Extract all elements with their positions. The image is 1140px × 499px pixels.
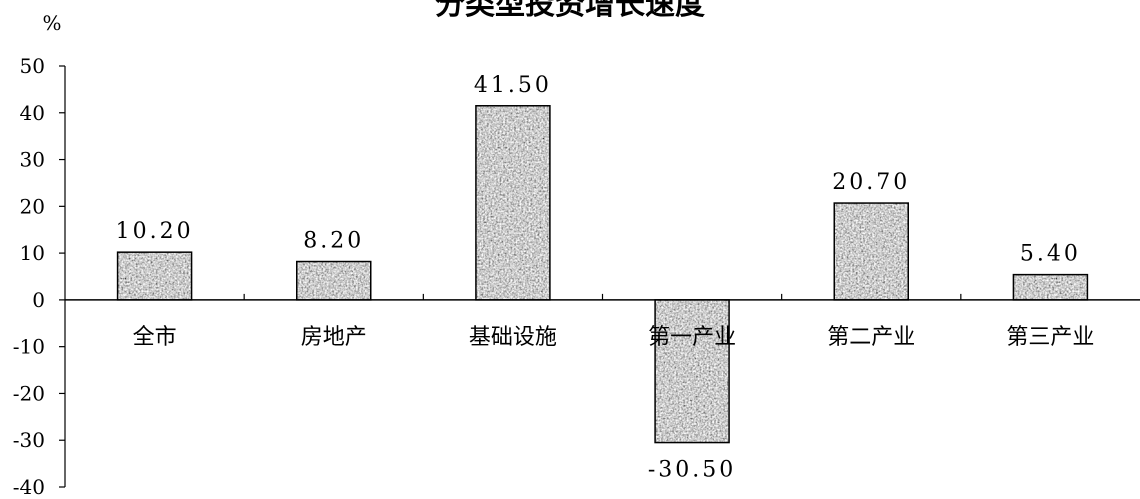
category-label: 房地产 xyxy=(301,325,367,350)
y-tick-label: 20 xyxy=(20,194,45,218)
data-label: -30.50 xyxy=(648,458,736,483)
y-tick-label: 40 xyxy=(20,101,45,125)
bar-3 xyxy=(475,105,551,301)
y-tick-label: -10 xyxy=(13,335,45,359)
bar-4 xyxy=(654,299,730,444)
category-label: 全市 xyxy=(133,325,177,350)
chart-title: 分类型投资增长速度 xyxy=(435,0,705,22)
category-label: 基础设施 xyxy=(469,325,557,350)
category-label: 第三产业 xyxy=(1006,325,1094,350)
category-label: 第一产业 xyxy=(648,325,736,350)
bar-fill xyxy=(117,252,192,300)
y-tick-label: -40 xyxy=(13,475,45,499)
bar-1 xyxy=(116,251,193,301)
data-label: 10.20 xyxy=(116,219,194,244)
bar-fill xyxy=(834,203,909,300)
y-axis: 50 40 30 20 10 0 -10 -20 -30 -40 xyxy=(13,54,66,499)
bar-fill xyxy=(655,299,730,443)
bar-fill xyxy=(475,105,550,300)
data-labels: 10.20 8.20 41.50 -30.50 20.70 5.40 xyxy=(116,73,1081,483)
y-tick-label: 10 xyxy=(20,241,45,265)
bar-fill xyxy=(1013,274,1088,300)
x-axis: 全市 房地产 基础设施 第一产业 第二产业 第三产业 xyxy=(65,293,1140,350)
bar-6 xyxy=(1012,273,1089,301)
bar-fill xyxy=(296,261,371,300)
data-label: 8.20 xyxy=(303,229,364,254)
y-tick-label: 0 xyxy=(32,288,45,312)
bar-5 xyxy=(833,202,909,301)
bar-2 xyxy=(296,260,372,301)
y-tick-label: -20 xyxy=(13,381,45,405)
y-axis-unit-label: % xyxy=(42,11,61,35)
y-tick-label: -30 xyxy=(13,428,45,452)
data-label: 41.50 xyxy=(474,73,552,98)
y-tick-label: 50 xyxy=(20,54,45,78)
bars xyxy=(116,105,1089,444)
data-label: 20.70 xyxy=(832,170,910,195)
y-tick-label: 30 xyxy=(20,148,45,172)
category-label: 第二产业 xyxy=(827,325,915,350)
data-label: 5.40 xyxy=(1020,242,1081,267)
